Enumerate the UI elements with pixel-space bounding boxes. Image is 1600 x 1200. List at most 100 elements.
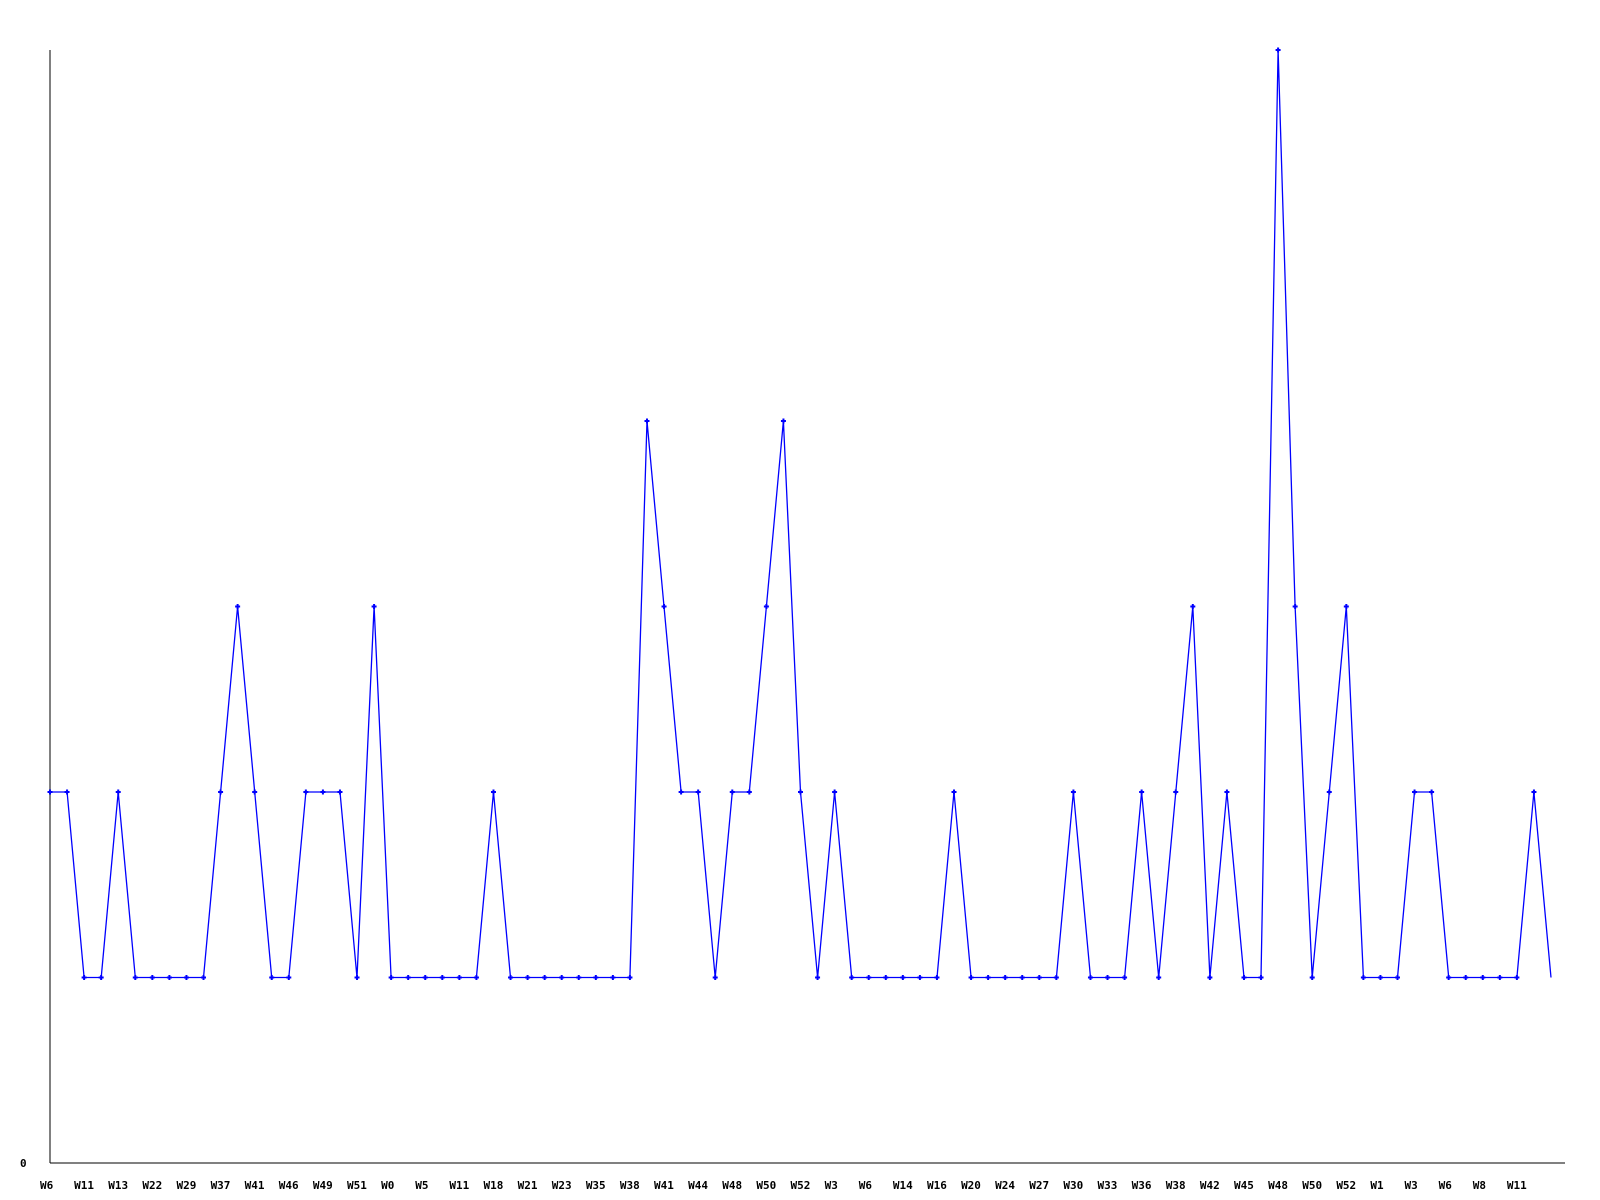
data-point (1531, 789, 1537, 795)
data-point (1343, 604, 1349, 609)
data-point (1394, 975, 1400, 980)
x-tick-label: W3 (1405, 1179, 1418, 1192)
data-point (388, 975, 394, 980)
data-point (1377, 975, 1383, 980)
data-point (1241, 975, 1247, 980)
data-point (1087, 975, 1093, 980)
data-point (439, 975, 445, 980)
data-point (1463, 975, 1469, 980)
data-point (1105, 975, 1111, 980)
x-tick-label: W23 (552, 1179, 572, 1192)
data-point (559, 975, 565, 980)
data-point (320, 789, 326, 795)
data-point (1122, 975, 1128, 980)
x-tick-label: W52 (791, 1179, 811, 1192)
x-tick-label: W33 (1098, 1179, 1118, 1192)
data-point (1139, 789, 1145, 795)
x-tick-label: W49 (313, 1179, 333, 1192)
data-point (883, 975, 889, 980)
x-tick-label: W44 (688, 1179, 708, 1192)
x-tick-label: W24 (995, 1179, 1015, 1192)
data-point (763, 604, 769, 609)
x-tick-label: W11 (449, 1179, 469, 1192)
x-tick-label: W11 (74, 1179, 94, 1192)
x-tick-label: W14 (893, 1179, 913, 1192)
data-point (337, 789, 343, 795)
data-point (644, 418, 650, 424)
x-tick-label: W38 (620, 1179, 640, 1192)
y-tick-label: 0 (20, 1157, 27, 1170)
x-tick-label: W37 (211, 1179, 231, 1192)
x-tick-label: W6 (40, 1179, 54, 1192)
data-point (1070, 789, 1076, 795)
x-tick-label: W48 (1268, 1179, 1288, 1192)
data-point (1156, 975, 1162, 980)
data-point (166, 975, 172, 980)
x-tick-label: W21 (518, 1179, 538, 1192)
data-point (115, 789, 121, 795)
data-point (303, 789, 309, 795)
data-point (968, 975, 974, 980)
data-point (695, 789, 701, 795)
data-point (900, 975, 906, 980)
data-point (729, 789, 735, 795)
x-tick-label: W0 (381, 1179, 394, 1192)
data-point (218, 789, 224, 795)
x-tick-label: W46 (279, 1179, 299, 1192)
data-point (132, 975, 138, 980)
data-point (849, 975, 855, 980)
data-point (1019, 975, 1025, 980)
data-point (1275, 47, 1281, 53)
x-tick-label: W41 (245, 1179, 265, 1192)
data-point (610, 975, 616, 980)
data-point (371, 604, 377, 609)
data-point (866, 975, 872, 980)
x-tick-label: W18 (483, 1179, 503, 1192)
x-tick-label: W48 (722, 1179, 742, 1192)
data-point (985, 975, 991, 980)
data-point (780, 418, 786, 424)
data-point (252, 789, 258, 795)
x-tick-label: W8 (1473, 1179, 1486, 1192)
data-point (1326, 789, 1332, 795)
data-point (1036, 975, 1042, 980)
x-tick-label: W29 (176, 1179, 196, 1192)
data-point (286, 975, 292, 980)
data-point (627, 975, 633, 980)
data-point (201, 975, 207, 980)
data-point (354, 975, 360, 980)
x-tick-label: W27 (1029, 1179, 1049, 1192)
data-point (64, 789, 70, 795)
data-point (798, 789, 803, 795)
data-point (508, 975, 514, 980)
data-point (1190, 604, 1196, 609)
data-point (1173, 789, 1179, 795)
data-point (832, 789, 838, 795)
data-point (712, 975, 718, 980)
data-point (183, 975, 189, 980)
data-point (661, 604, 667, 609)
data-point (1480, 975, 1486, 980)
data-point (405, 975, 411, 980)
data-point (525, 975, 531, 980)
data-point (81, 975, 87, 980)
x-tick-label: W38 (1166, 1179, 1186, 1192)
data-point (951, 789, 957, 795)
data-point (1497, 975, 1503, 980)
data-point (1258, 975, 1264, 980)
data-point (815, 975, 821, 980)
x-tick-label: W6 (1439, 1179, 1453, 1192)
data-point (593, 975, 599, 980)
data-point (1514, 975, 1520, 980)
x-tick-label: W42 (1200, 1179, 1220, 1192)
x-tick-label: W13 (108, 1179, 128, 1192)
data-point (456, 975, 462, 980)
data-point (490, 789, 496, 795)
data-point (235, 604, 241, 609)
data-point (98, 975, 104, 980)
x-tick-label: W16 (927, 1179, 947, 1192)
data-point (1053, 975, 1059, 980)
data-point (269, 975, 275, 980)
data-point (1002, 975, 1008, 980)
data-point (678, 789, 684, 795)
